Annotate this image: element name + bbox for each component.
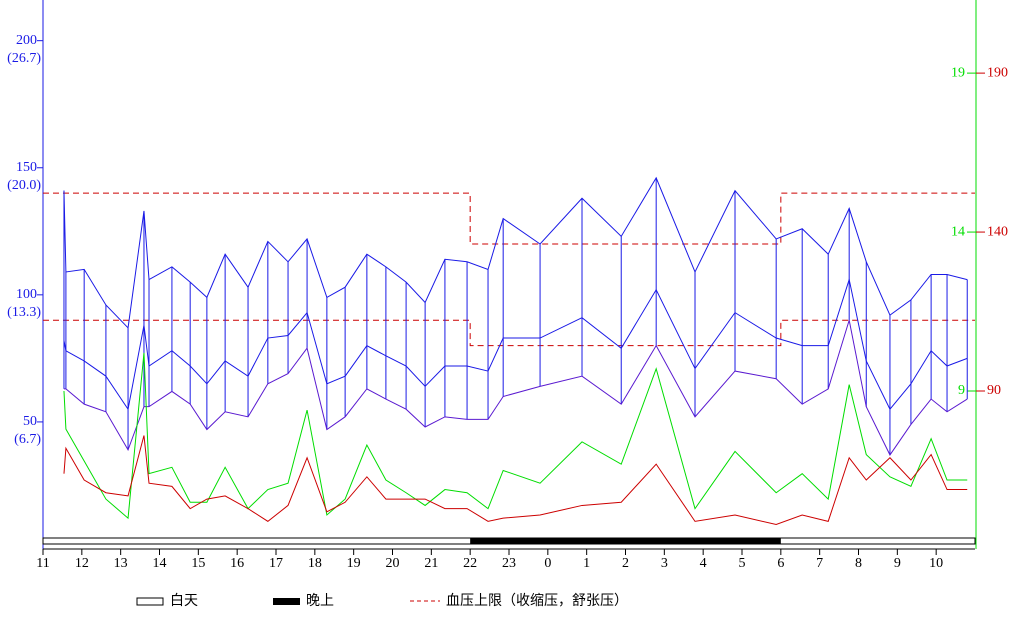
- x-tick-label: 6: [777, 556, 784, 571]
- series-line: [63, 435, 968, 526]
- y3-tick-label: 14: [951, 224, 965, 239]
- x-tick-label: 9: [894, 556, 901, 571]
- legend-label: 晚上: [306, 593, 334, 609]
- x-tick-label: 23: [502, 556, 516, 571]
- x-tick-label: 2: [622, 556, 629, 571]
- y-tick-kpa-label: (6.7): [14, 432, 41, 447]
- x-tick-label: 17: [269, 556, 283, 571]
- series-line: [63, 320, 968, 456]
- x-tick-label: 19: [347, 556, 361, 571]
- x-tick-label: 3: [661, 556, 668, 571]
- x-tick-label: 12: [75, 556, 89, 571]
- y-tick-label: 200: [16, 33, 37, 48]
- y-tick-kpa-label: (13.3): [7, 305, 41, 320]
- x-tick-label: 13: [114, 556, 128, 571]
- y2-tick-label: 190: [987, 65, 1008, 80]
- x-tick-label: 7: [816, 556, 823, 571]
- night-bar: [470, 538, 781, 544]
- series-line: [63, 277, 968, 411]
- x-tick-label: 5: [739, 556, 746, 571]
- y3-tick-label: 19: [951, 65, 965, 80]
- legend-night-swatch: [273, 598, 300, 605]
- y2-tick-label: 90: [987, 383, 1001, 398]
- legend-label: 白天: [170, 593, 198, 609]
- y2-tick-label: 140: [987, 224, 1008, 239]
- x-tick-label: 10: [929, 556, 943, 571]
- x-tick-label: 20: [386, 556, 400, 571]
- y-tick-kpa-label: (20.0): [7, 178, 41, 193]
- x-tick-label: 14: [153, 556, 167, 571]
- y-tick-kpa-label: (26.7): [7, 51, 41, 66]
- x-tick-label: 1: [583, 556, 590, 571]
- limit-line: [43, 192, 975, 245]
- x-tick-label: 15: [191, 556, 205, 571]
- x-tick-label: 16: [230, 556, 244, 571]
- x-tick-label: 11: [36, 556, 49, 571]
- x-tick-label: 8: [855, 556, 862, 571]
- series-line: [63, 352, 968, 520]
- y-tick-label: 50: [23, 414, 37, 429]
- series-line: [63, 176, 968, 329]
- legend-label: 血压上限（收缩压，舒张压）: [446, 593, 628, 609]
- x-tick-label: 21: [424, 556, 438, 571]
- y-tick-label: 100: [16, 287, 37, 302]
- y-tick-label: 150: [16, 160, 37, 175]
- x-tick-label: 22: [463, 556, 477, 571]
- y3-tick-label: 9: [958, 383, 965, 398]
- x-tick-label: 18: [308, 556, 322, 571]
- limit-line: [43, 319, 975, 347]
- legend-day-swatch: [136, 597, 164, 606]
- x-tick-label: 0: [544, 556, 551, 571]
- x-tick-label: 4: [700, 556, 707, 571]
